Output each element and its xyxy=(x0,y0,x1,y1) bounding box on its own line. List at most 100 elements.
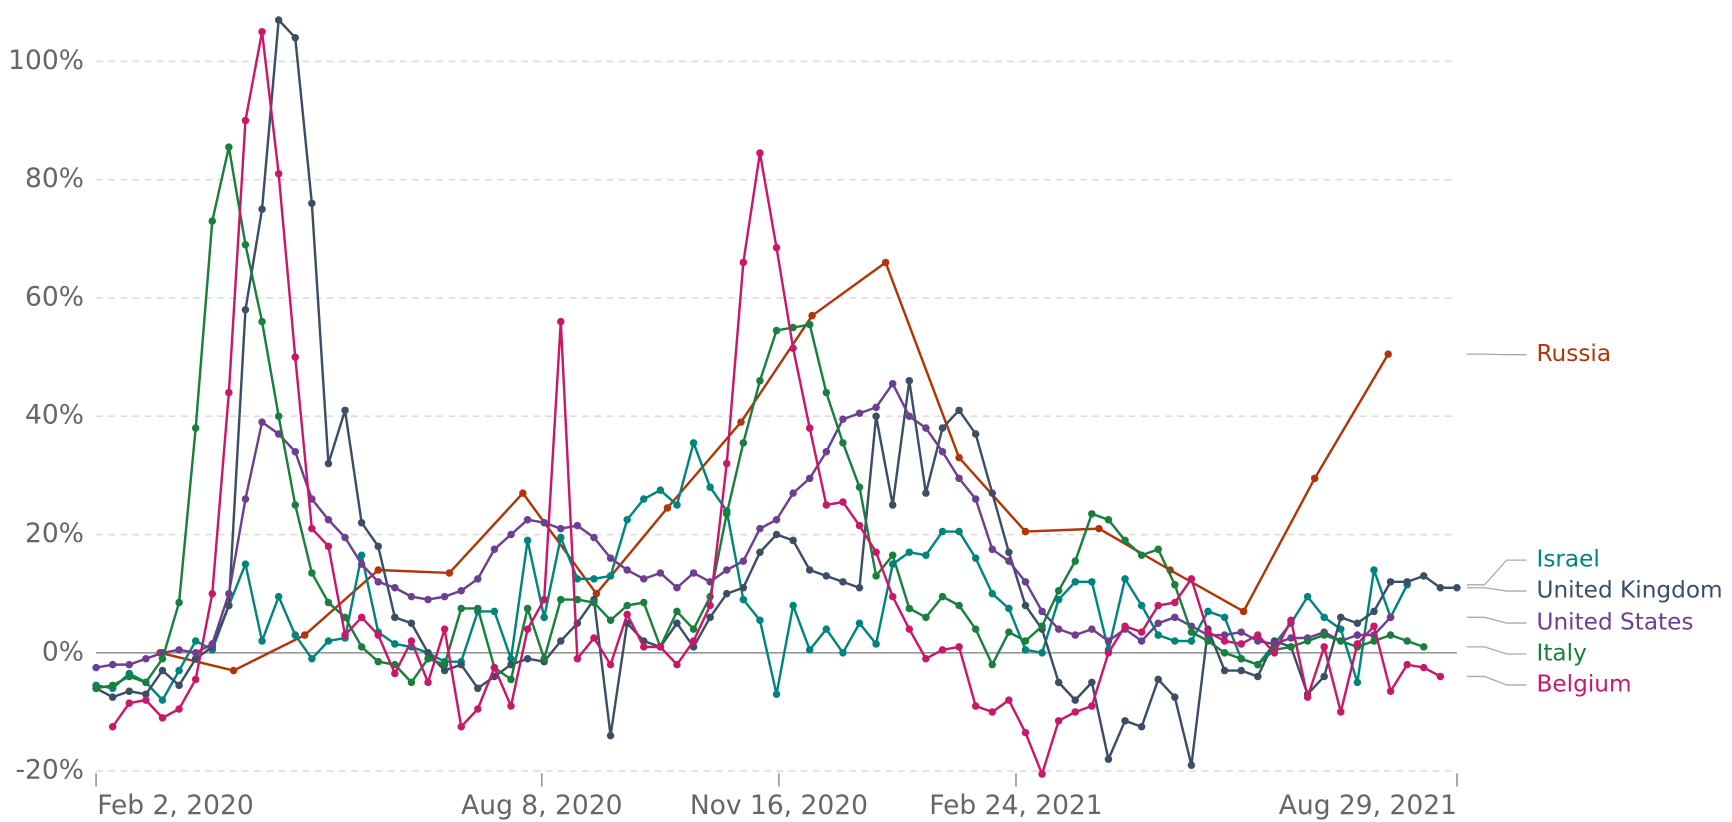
point xyxy=(474,575,482,583)
point xyxy=(822,388,831,397)
point xyxy=(938,646,947,654)
point xyxy=(673,607,681,616)
point xyxy=(1005,628,1013,636)
point xyxy=(1386,631,1395,639)
point xyxy=(839,439,847,447)
point xyxy=(474,604,482,613)
point xyxy=(1154,675,1162,684)
y-tick-label: 80% xyxy=(25,163,84,194)
point xyxy=(805,424,814,432)
point xyxy=(357,551,366,559)
point xyxy=(158,714,167,722)
point xyxy=(673,583,681,592)
point xyxy=(523,654,532,663)
point xyxy=(1254,631,1262,639)
point xyxy=(673,501,681,509)
point xyxy=(822,572,831,580)
point xyxy=(640,643,648,651)
point xyxy=(1287,616,1295,625)
point xyxy=(291,353,300,361)
point xyxy=(1420,643,1428,651)
point xyxy=(673,619,681,627)
point xyxy=(540,595,548,604)
point xyxy=(1453,583,1461,592)
point xyxy=(739,557,748,565)
point xyxy=(1337,708,1345,716)
point xyxy=(888,551,897,559)
point xyxy=(1310,474,1319,483)
point xyxy=(839,649,847,657)
point xyxy=(1337,637,1345,645)
point xyxy=(872,403,880,412)
point xyxy=(1303,592,1312,601)
point xyxy=(971,625,980,633)
point xyxy=(1121,622,1129,630)
point xyxy=(1104,637,1113,645)
point xyxy=(590,533,598,542)
point xyxy=(374,566,382,574)
point xyxy=(1137,722,1146,731)
point xyxy=(1021,637,1030,645)
point xyxy=(474,684,482,693)
point xyxy=(557,595,565,604)
point xyxy=(623,610,631,619)
point xyxy=(108,660,117,669)
point xyxy=(274,412,283,420)
point xyxy=(689,439,698,447)
point xyxy=(756,376,764,385)
series-line xyxy=(159,261,1390,672)
point xyxy=(108,722,117,731)
label-connector xyxy=(1466,646,1527,655)
point xyxy=(1220,649,1229,657)
point xyxy=(407,637,416,645)
point xyxy=(1038,607,1046,616)
point xyxy=(808,311,816,320)
point xyxy=(722,510,731,518)
label-connector xyxy=(1466,587,1527,592)
point xyxy=(424,678,432,687)
point xyxy=(142,696,150,704)
point xyxy=(457,604,465,613)
point xyxy=(722,589,731,598)
point xyxy=(756,548,764,557)
point xyxy=(1384,350,1392,358)
point xyxy=(839,415,847,423)
point xyxy=(1088,510,1096,518)
point xyxy=(1121,717,1129,725)
y-tick-label: 60% xyxy=(25,281,84,312)
point xyxy=(789,323,797,332)
point xyxy=(175,666,183,675)
point xyxy=(391,640,399,648)
point xyxy=(922,424,930,432)
point xyxy=(424,654,432,663)
point xyxy=(1436,583,1445,592)
point xyxy=(955,527,963,536)
point xyxy=(1254,660,1262,669)
point xyxy=(739,439,748,447)
point xyxy=(606,572,615,580)
point xyxy=(1370,566,1378,574)
point xyxy=(457,722,465,731)
point xyxy=(640,495,648,503)
point xyxy=(457,660,465,669)
label-connector xyxy=(1466,559,1527,586)
point xyxy=(191,424,200,432)
point xyxy=(938,527,947,536)
point xyxy=(573,654,582,663)
point xyxy=(241,495,250,503)
point xyxy=(274,592,283,601)
point xyxy=(663,504,672,512)
point xyxy=(988,708,997,716)
point xyxy=(341,631,349,639)
point xyxy=(739,583,748,592)
point xyxy=(1204,628,1212,636)
point xyxy=(1005,548,1013,557)
point xyxy=(440,666,449,675)
point xyxy=(1353,619,1362,627)
label-connector xyxy=(1466,353,1527,356)
point xyxy=(324,542,333,551)
point xyxy=(1021,601,1030,610)
point xyxy=(125,672,134,681)
